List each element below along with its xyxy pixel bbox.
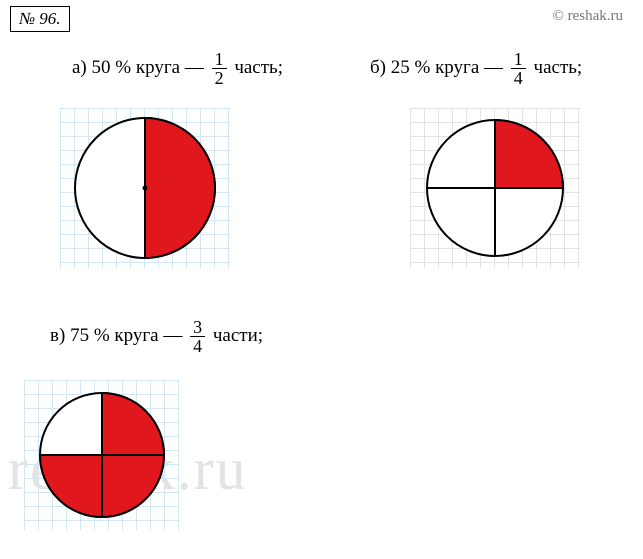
part-b-denominator: 4 xyxy=(511,69,526,87)
problem-number: № 96. xyxy=(10,6,70,32)
part-c-percent: 75 % xyxy=(70,325,110,346)
part-c-fraction: 3 4 xyxy=(190,318,205,355)
part-c-text: в) 75 % круга — 3 4 части; xyxy=(50,318,263,355)
part-a-percent: 50 % xyxy=(92,57,132,78)
part-a-numerator: 1 xyxy=(212,50,227,69)
part-c-dash: — xyxy=(163,325,182,346)
part-b-suffix: часть; xyxy=(534,57,583,78)
part-c-suffix: части; xyxy=(213,325,263,346)
part-a-text: а) 50 % круга — 1 2 часть; xyxy=(72,50,283,87)
part-c-numerator: 3 xyxy=(190,318,205,337)
part-b-numerator: 1 xyxy=(511,50,526,69)
chart-c-pie xyxy=(38,391,166,519)
watermark-top: © reshak.ru xyxy=(552,8,623,25)
part-b-fraction: 1 4 xyxy=(511,50,526,87)
chart-a-pie xyxy=(73,116,217,260)
part-b-text: б) 25 % круга — 1 4 часть; xyxy=(370,50,582,87)
part-a-fraction: 1 2 xyxy=(212,50,227,87)
part-b-percent: 25 % xyxy=(391,57,431,78)
part-a-letter: а) xyxy=(72,57,87,78)
part-a-suffix: часть; xyxy=(234,57,283,78)
part-c-denominator: 4 xyxy=(190,337,205,355)
chart-b xyxy=(410,108,580,268)
part-b-dash: — xyxy=(484,57,503,78)
part-a-dash: — xyxy=(185,57,204,78)
part-c-word: круга xyxy=(114,325,158,346)
part-a-denominator: 2 xyxy=(212,69,227,87)
part-b-letter: б) xyxy=(370,57,386,78)
chart-b-pie xyxy=(425,118,565,258)
part-c-letter: в) xyxy=(50,325,65,346)
part-b-word: круга xyxy=(435,57,479,78)
part-a-word: круга xyxy=(136,57,180,78)
chart-c xyxy=(24,380,179,530)
chart-a xyxy=(60,108,230,268)
